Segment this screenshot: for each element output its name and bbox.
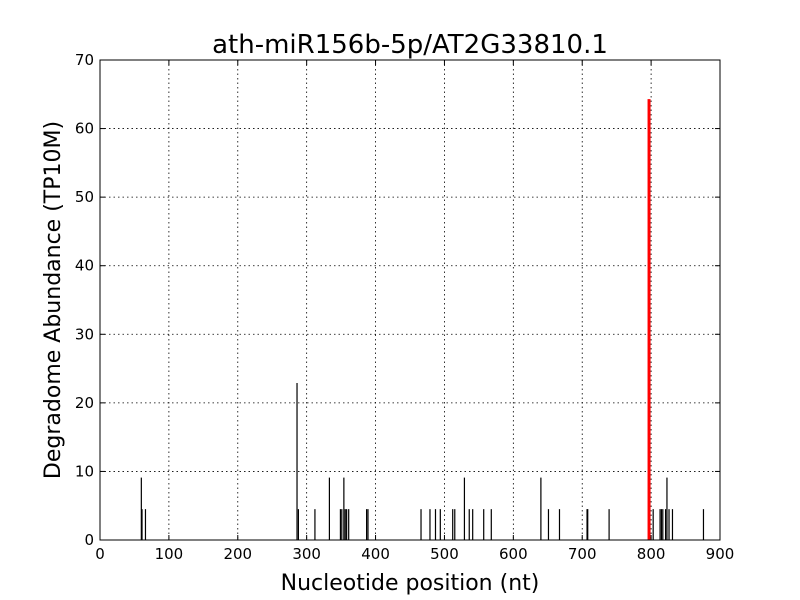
x-tick-label: 100 bbox=[155, 545, 184, 563]
chart-title: ath-miR156b-5p/AT2G33810.1 bbox=[212, 30, 608, 60]
y-tick-label: 40 bbox=[75, 257, 94, 275]
y-axis-ticks: 0 10 20 30 40 50 60 70 bbox=[75, 51, 720, 549]
plot-frame bbox=[99, 59, 721, 541]
bars-layer bbox=[140, 99, 705, 540]
x-tick-label: 900 bbox=[706, 545, 735, 563]
y-tick-label: 70 bbox=[75, 51, 94, 69]
x-tick-label: 800 bbox=[637, 545, 666, 563]
x-tick-label: 300 bbox=[292, 545, 321, 563]
y-tick-label: 60 bbox=[75, 120, 94, 138]
y-tick-label: 20 bbox=[75, 394, 94, 412]
x-tick-label: 700 bbox=[568, 545, 597, 563]
y-tick-label: 10 bbox=[75, 462, 94, 480]
y-tick-label: 50 bbox=[75, 188, 94, 206]
x-tick-label: 600 bbox=[499, 545, 528, 563]
x-axis-label: Nucleotide position (nt) bbox=[281, 571, 540, 596]
x-tick-label: 0 bbox=[95, 545, 105, 563]
x-axis-ticks: 0 100 200 300 400 500 600 700 800 900 bbox=[95, 60, 734, 563]
y-tick-label: 30 bbox=[75, 325, 94, 343]
x-tick-label: 500 bbox=[430, 545, 459, 563]
y-axis-label: Degradome Abundance (TP10M) bbox=[41, 121, 66, 479]
y-tick-label: 0 bbox=[84, 531, 94, 549]
x-tick-label: 400 bbox=[361, 545, 390, 563]
x-tick-label: 200 bbox=[223, 545, 252, 563]
grid-lines bbox=[100, 60, 720, 540]
